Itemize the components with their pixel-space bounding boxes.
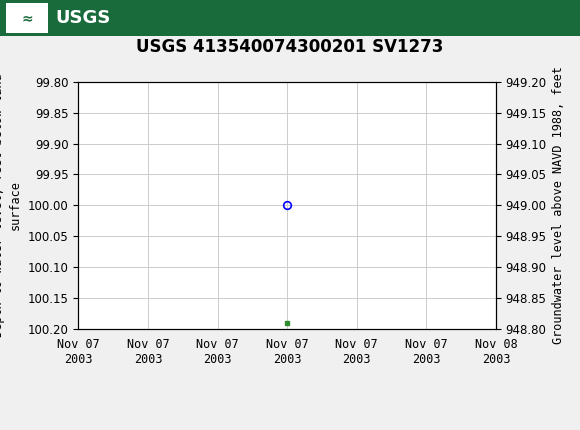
Bar — [6, 3, 48, 33]
Y-axis label: Depth to water level, feet below land
surface: Depth to water level, feet below land su… — [0, 74, 22, 337]
Text: USGS 413540074300201 SV1273: USGS 413540074300201 SV1273 — [136, 38, 444, 56]
Legend: Period of approved data: Period of approved data — [184, 429, 390, 430]
Text: USGS: USGS — [55, 9, 110, 27]
Text: ≈: ≈ — [22, 11, 34, 25]
Y-axis label: Groundwater level above NAVD 1988, feet: Groundwater level above NAVD 1988, feet — [552, 66, 566, 344]
